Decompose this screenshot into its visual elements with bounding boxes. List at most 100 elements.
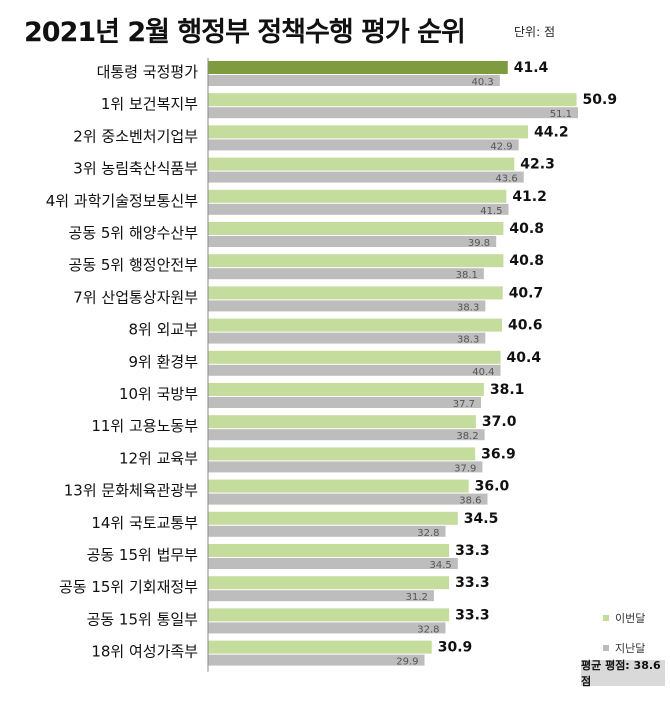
category-label: 8위 외교부: [128, 321, 198, 339]
value-label-previous: 37.9: [454, 463, 476, 474]
category-label: 공동 15위 기회재정부: [59, 578, 198, 596]
bar-previous: [208, 397, 481, 408]
value-label-previous: 43.6: [495, 174, 517, 185]
bar-current: [208, 544, 450, 557]
value-label-previous: 32.8: [417, 528, 439, 539]
bar-current: [208, 640, 432, 654]
bar-previous: [208, 268, 484, 280]
value-label-current: 30.9: [438, 640, 473, 656]
legend-swatch-current: [603, 615, 609, 621]
value-label-current: 33.3: [455, 543, 490, 559]
value-label-current: 38.1: [490, 382, 525, 398]
value-label-current: 50.9: [583, 92, 618, 108]
bar-previous: [208, 590, 434, 602]
bar-current: [208, 157, 515, 171]
bar-current: [208, 93, 577, 107]
legend-label-previous: 지난달: [615, 642, 646, 655]
category-label: 9위 환경부: [128, 353, 198, 371]
bars: [208, 61, 578, 666]
value-label-previous: 40.4: [472, 367, 494, 378]
bar-previous: [208, 75, 500, 86]
value-label-current: 44.2: [534, 124, 569, 140]
value-label-previous: 32.8: [417, 624, 439, 635]
bar-current: [208, 479, 469, 493]
unit-label: 단위: 점: [514, 25, 555, 39]
legend-item-previous: 지난달: [603, 640, 645, 656]
bar-current: [208, 254, 504, 268]
value-label-current: 37.0: [482, 414, 517, 430]
value-label-current: 40.8: [509, 253, 544, 269]
value-label-previous: 38.3: [457, 335, 479, 346]
category-label: 18위 여성가족부: [91, 643, 198, 661]
value-label-previous: 51.1: [550, 109, 572, 120]
category-labels: 대통령 국정평가 1위 보건복지부 2위 중소벤처기업부 3위 농림축산식품부 4위 과…: [46, 63, 199, 661]
category-label: 7위 산업통상자원부: [73, 288, 198, 306]
category-label: 1위 보건복지부: [101, 95, 198, 113]
bar-previous: [208, 654, 425, 666]
bar-previous: [208, 300, 486, 312]
bar-current: [208, 576, 450, 590]
bar-previous: [208, 622, 446, 634]
bar-previous: [208, 107, 578, 119]
bar-previous: [208, 139, 519, 151]
bar-current: [208, 383, 484, 396]
bar-previous: [208, 558, 458, 569]
legend-label-current: 이번달: [615, 612, 646, 625]
value-label-previous: 37.7: [453, 399, 475, 410]
bar-previous: [208, 203, 509, 215]
bar-current: [208, 447, 476, 461]
value-label-current: 36.0: [475, 479, 510, 495]
value-labels: 41.4 40.3 50.9 51.1 44.2 42.9 42.343.6 41.2 41.5…: [396, 60, 617, 668]
category-label: 3위 농림축산식품부: [73, 160, 198, 178]
value-label-current: 33.3: [455, 607, 490, 623]
category-label: 11위 고용노동부: [91, 417, 198, 435]
bar-previous: [208, 525, 446, 537]
legend-swatch-previous: [603, 645, 609, 651]
value-label-current: 40.7: [509, 285, 544, 301]
bar-current: [208, 415, 476, 429]
value-label-current: 40.6: [508, 318, 543, 334]
legend-item-current: 이번달: [603, 610, 645, 626]
bar-current: [208, 608, 450, 622]
value-label-previous: 42.9: [490, 141, 512, 152]
bar-current: [208, 189, 507, 203]
bar-current: [208, 125, 529, 139]
value-label-previous: 38.6: [459, 496, 481, 507]
category-label: 2위 중소벤처기업부: [73, 127, 198, 145]
category-label: 4위 과학기술정보통신부: [46, 192, 199, 210]
bar-previous: [208, 461, 483, 473]
bar-previous: [208, 364, 501, 376]
bar-previous: [208, 429, 485, 441]
value-label-current: 41.2: [512, 189, 547, 205]
average-score-box: 평균 평점: 38.6점: [581, 659, 665, 688]
bar-previous: [208, 171, 524, 183]
bar-current: [208, 318, 502, 332]
value-label-current: 33.3: [455, 575, 490, 591]
value-label-previous: 31.2: [406, 592, 428, 603]
value-label-current: 34.5: [464, 511, 499, 527]
bar-previous: [208, 236, 497, 247]
category-label: 10위 국방부: [119, 385, 198, 403]
bar-previous: [208, 493, 488, 505]
value-label-previous: 38.2: [456, 431, 478, 442]
category-label: 12위 교육부: [119, 449, 198, 467]
chart-title: 2021년 2월 행정부 정책수행 평가 순위: [24, 17, 466, 48]
value-label-previous: 39.8: [468, 238, 490, 249]
bar-current: [208, 350, 501, 364]
value-label-current: 40.4: [507, 350, 542, 366]
value-label-previous: 34.5: [430, 560, 452, 571]
value-label-current: 42.3: [520, 157, 555, 173]
category-label: 공동 15위 법무부: [87, 546, 199, 564]
value-label-previous: 38.3: [457, 302, 479, 313]
value-label-current: 36.9: [481, 446, 516, 462]
category-label: 공동 5위 행정안전부: [69, 256, 199, 274]
value-label-current: 40.8: [509, 221, 544, 237]
bar-previous: [208, 332, 486, 344]
legend: 이번달 지난달: [603, 610, 645, 670]
category-label: 공동 15위 통일부: [87, 610, 199, 628]
value-label-previous: 41.5: [480, 206, 502, 217]
bar-current: [208, 511, 458, 525]
bar-current: [208, 286, 503, 300]
category-label: 공동 5위 해양수산부: [69, 224, 199, 242]
